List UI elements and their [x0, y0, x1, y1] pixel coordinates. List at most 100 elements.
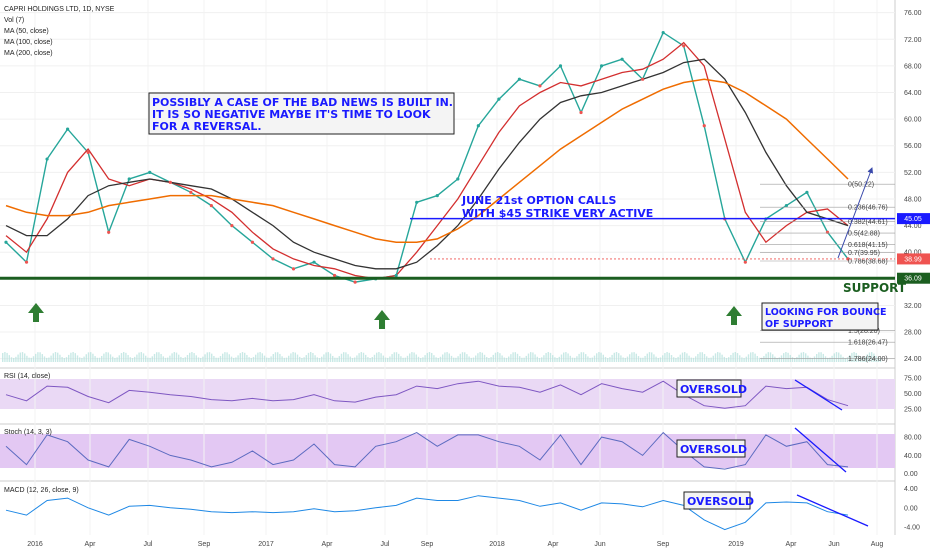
volume-bar: [149, 357, 151, 362]
volume-bar: [263, 355, 266, 362]
volume-bar: [184, 357, 186, 362]
volume-bar: [160, 353, 162, 362]
volume-bar: [666, 352, 668, 362]
volume-bar: [316, 357, 318, 362]
svg-text:JUNE 21st OPTION CALLS: JUNE 21st OPTION CALLS: [461, 194, 617, 207]
volume-bar: [292, 352, 294, 362]
fib-label: 0.236(46.76): [848, 205, 888, 212]
volume-bar: [490, 357, 492, 362]
volume-bar: [200, 357, 202, 362]
volume-bar: [46, 357, 48, 362]
volume-bar: [800, 352, 802, 362]
indicator-ma200: MA (200, close): [4, 50, 53, 57]
volume-bar: [600, 352, 602, 362]
volume-bar: [767, 352, 769, 362]
volume-bar: [499, 353, 501, 362]
volume-bar: [233, 357, 235, 362]
volume-bar: [136, 354, 138, 362]
close-point: [825, 230, 830, 234]
stoch-title: Stoch (14, 3, 3): [4, 429, 52, 436]
volume-bar: [70, 352, 72, 362]
indicator-line-0: [5, 380, 849, 409]
close-point: [250, 240, 255, 244]
volume-bar: [420, 357, 422, 362]
close-point: [805, 190, 809, 194]
volume-bar: [250, 357, 252, 362]
indicator-ma100: MA (100, close): [4, 39, 53, 46]
time-tick-label: Sep: [421, 541, 434, 548]
series-line-ma-100-close: [5, 58, 849, 270]
volume-bar: [479, 352, 481, 362]
volume-bar: [354, 357, 356, 362]
support-label: SUPPORT: [843, 281, 907, 295]
volume-bar: [761, 357, 763, 362]
volume-bar: [362, 352, 365, 362]
fib-label: 0.5(42.88): [848, 231, 880, 238]
volume-bar: [83, 356, 85, 362]
close-point: [682, 44, 686, 48]
volume-bar: [279, 353, 281, 362]
volume-bar: [19, 352, 21, 362]
volume-bar: [541, 357, 543, 362]
volume-bar: [373, 354, 376, 362]
volume-bar: [574, 357, 576, 362]
svg-text:OVERSOLD: OVERSOLD: [687, 495, 754, 508]
volume-bar: [24, 353, 26, 362]
volume-bar: [382, 355, 384, 362]
volume-bar: [299, 356, 301, 362]
volume-bar: [620, 355, 622, 362]
volume-bar: [446, 352, 448, 362]
volume-bar: [578, 353, 580, 362]
volume-bar: [838, 352, 840, 362]
volume-bar: [153, 353, 156, 362]
time-tick-label: 2017: [258, 541, 274, 548]
volume-bar: [175, 352, 178, 362]
volume-bar: [384, 357, 387, 362]
svg-text:38.99: 38.99: [904, 256, 922, 263]
price-tick-label: 48.00: [904, 196, 922, 203]
close-point: [66, 127, 70, 131]
fib-label: 0.7(39.95): [848, 250, 880, 257]
volume-bar: [323, 354, 325, 362]
volume-bar: [389, 356, 391, 362]
volume-bar: [127, 355, 129, 362]
volume-bar: [360, 352, 362, 362]
volume-bar: [327, 352, 329, 362]
volume-bar: [268, 357, 270, 362]
indicator-vol: Vol (7): [4, 17, 24, 24]
volume-bar: [631, 352, 633, 362]
volume-bar: [833, 353, 835, 362]
volume-bar: [107, 352, 109, 362]
volume-bar: [818, 352, 820, 362]
volume-bar: [404, 357, 406, 362]
volume-bar: [244, 352, 246, 362]
volume-bar: [769, 352, 772, 362]
volume-bar: [824, 356, 827, 362]
volume-bar: [472, 357, 475, 362]
volume-bar: [428, 352, 431, 362]
volume-bar: [10, 357, 13, 362]
volume-bar: [765, 353, 767, 362]
volume-bar: [611, 354, 613, 362]
volume-bar: [492, 354, 494, 362]
volume-bar: [635, 353, 637, 362]
volume-bar: [706, 356, 708, 362]
close-point: [127, 177, 131, 181]
volume-bar: [8, 355, 10, 362]
volume-bar: [569, 355, 571, 362]
volume-bar: [266, 357, 268, 362]
volume-bar: [406, 355, 409, 362]
volume-bar: [63, 357, 65, 362]
volume-bar: [840, 354, 842, 362]
volume-bar: [879, 357, 882, 362]
close-point: [271, 257, 275, 261]
volume-bar: [609, 357, 611, 362]
volume-bar: [622, 357, 624, 362]
volume-bar: [167, 357, 169, 362]
fib-label: 0.618(41.15): [848, 242, 888, 249]
note-bounce: LOOKING FOR BOUNCE OF SUPPORT: [761, 302, 886, 331]
volume-bar: [624, 357, 626, 362]
fib-label: 1.786(24.00): [848, 356, 888, 363]
volume-bar: [180, 356, 182, 362]
